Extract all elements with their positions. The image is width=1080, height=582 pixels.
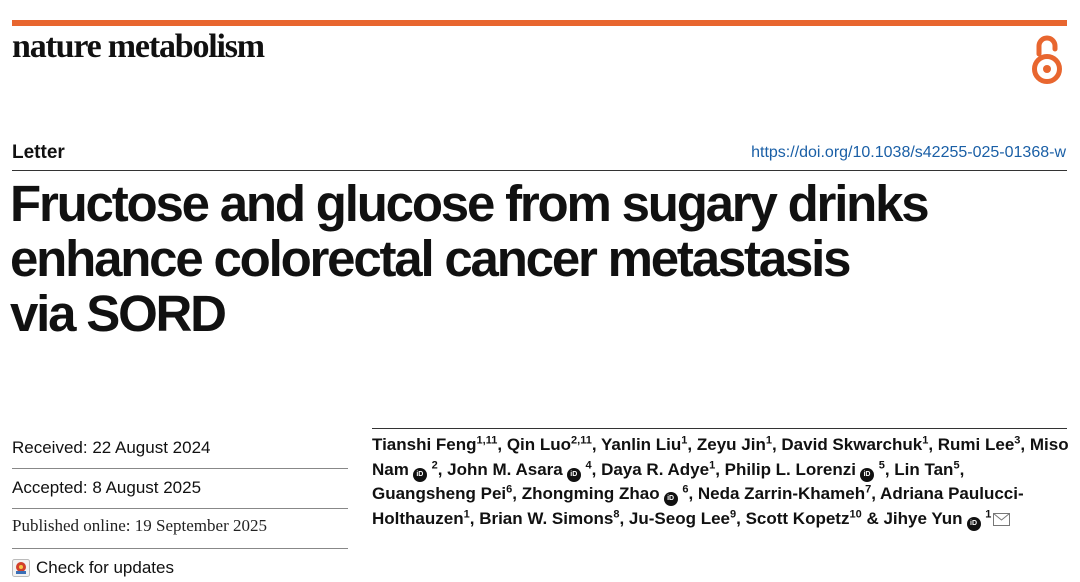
affiliation-ref[interactable]: 8 [613, 507, 620, 520]
orcid-icon[interactable]: iD [859, 467, 874, 482]
orcid-icon[interactable]: iD [566, 467, 581, 482]
title-line: via SORD [10, 285, 227, 342]
author-name[interactable]: Rumi Lee3 [938, 435, 1021, 454]
author-name[interactable]: Brian W. Simons8 [479, 507, 620, 528]
author-name[interactable]: Zeyu Jin1 [697, 435, 772, 454]
affiliation-ref[interactable]: 1 [709, 458, 716, 471]
affiliation-ref[interactable]: 1 [463, 507, 470, 520]
doi-link[interactable]: https://doi.org/10.1038/s42255-025-01368… [751, 144, 1066, 161]
orcid-icon[interactable]: iD [412, 467, 427, 482]
author-name-text: Tianshi Feng [372, 435, 477, 454]
open-access-icon [1032, 35, 1062, 84]
author-name-text: John M. Asara [447, 459, 563, 479]
author-name[interactable]: Daya R. Adye1 [601, 458, 716, 479]
date-divider [12, 548, 348, 549]
header-divider [12, 170, 1067, 171]
author-name-text: David Skwarchuk [781, 435, 923, 454]
affiliation-ref[interactable]: 2,11 [571, 434, 592, 447]
received-date: Received: 22 August 2024 [12, 438, 211, 457]
affiliation-ref[interactable]: 1 [681, 434, 688, 447]
author-name[interactable]: Tianshi Feng1,11 [372, 435, 497, 454]
affiliation-ref[interactable]: 5 [953, 458, 960, 471]
author-name[interactable]: Zhongming Zhao iD 6 [521, 483, 689, 506]
affiliation-ref[interactable]: 9 [730, 507, 737, 520]
orcid-icon[interactable]: iD [663, 492, 678, 506]
author-name-text: Jihye Yun [883, 508, 963, 528]
affiliation-ref[interactable]: 1 [765, 434, 772, 447]
author-name-text: Brian W. Simons [479, 508, 614, 528]
affiliation-ref[interactable]: 3 [1014, 434, 1021, 447]
author-name[interactable]: Jihye Yun iD 1 [883, 507, 1011, 531]
date-divider [12, 468, 348, 469]
title-line: enhance colorectal cancer metastasis [10, 230, 851, 287]
affiliation-ref[interactable]: 6 [682, 483, 689, 496]
author-name-text: Daya R. Adye [601, 459, 710, 479]
check-updates-label: Check for updates [36, 558, 174, 577]
affiliation-ref[interactable]: 6 [506, 483, 513, 496]
author-name[interactable]: Philip L. Lorenzi iD 5 [724, 458, 885, 482]
author-name[interactable]: Lin Tan5 [894, 458, 960, 479]
journal-accent-bar [12, 20, 1067, 26]
author-name-text: Rumi Lee [937, 435, 1015, 454]
affiliation-ref[interactable]: 1,11 [476, 434, 498, 447]
affiliation-ref[interactable]: 4 [585, 458, 592, 471]
author-name-text: Zeyu Jin [696, 435, 766, 454]
author-name-text: Qin Luo [506, 435, 572, 454]
author-name-text: Ju-Seog Lee [628, 508, 730, 528]
author-name[interactable]: Ju-Seog Lee9 [628, 507, 737, 528]
author-name-text: Yanlin Liu [600, 435, 682, 454]
check-for-updates-button[interactable]: Check for updates [12, 558, 174, 578]
journal-name[interactable]: nature metabolism [12, 28, 265, 65]
article-title: Fructose and glucose from sugary drinks … [10, 176, 1070, 341]
author-name-text: Guangsheng Pei [372, 484, 507, 503]
author-name[interactable]: Miso Nam iD 2 [372, 435, 1069, 482]
author-list: Tianshi Feng1,11, Qin Luo2,11, Yanlin Li… [372, 433, 1072, 531]
author-name[interactable]: Qin Luo2,11 [507, 435, 592, 454]
affiliation-ref[interactable]: 7 [865, 483, 872, 496]
author-name[interactable]: David Skwarchuk1 [781, 435, 928, 454]
check-updates-icon [12, 559, 30, 577]
author-name-text: Zhongming Zhao [521, 484, 660, 503]
author-name[interactable]: Yanlin Liu1 [601, 435, 687, 454]
affiliation-ref[interactable]: 5 [878, 458, 885, 471]
date-divider [12, 508, 348, 509]
title-line: Fructose and glucose from sugary drinks [10, 175, 930, 232]
author-name[interactable]: Scott Kopetz10 [745, 507, 862, 528]
author-name-text: Miso Nam [372, 435, 1069, 479]
article-type: Letter [12, 142, 65, 163]
mail-icon[interactable] [993, 512, 1011, 526]
orcid-icon[interactable]: iD [966, 516, 981, 531]
accepted-date: Accepted: 8 August 2025 [12, 478, 202, 497]
affiliation-ref[interactable]: 2 [431, 458, 438, 471]
author-name-text: Neda Zarrin-Khameh [697, 484, 866, 503]
affiliation-ref[interactable]: 10 [849, 507, 862, 520]
author-name-text: Scott Kopetz [745, 508, 850, 528]
authors-divider [372, 428, 1067, 429]
author-name-text: Adriana Paulucci-Holthauzen [372, 484, 1024, 528]
published-date: Published online: 19 September 2025 [12, 516, 267, 535]
affiliation-ref[interactable]: 1 [985, 507, 992, 520]
author-name-text: Lin Tan [894, 459, 954, 479]
author-name[interactable]: John M. Asara iD 4 [447, 458, 592, 482]
author-name-text: Philip L. Lorenzi [724, 459, 856, 479]
author-name[interactable]: Neda Zarrin-Khameh7 [698, 484, 871, 503]
author-name[interactable]: Adriana Paulucci-Holthauzen1 [372, 484, 1024, 528]
affiliation-ref[interactable]: 1 [922, 434, 929, 447]
author-name[interactable]: Guangsheng Pei6 [372, 484, 512, 503]
